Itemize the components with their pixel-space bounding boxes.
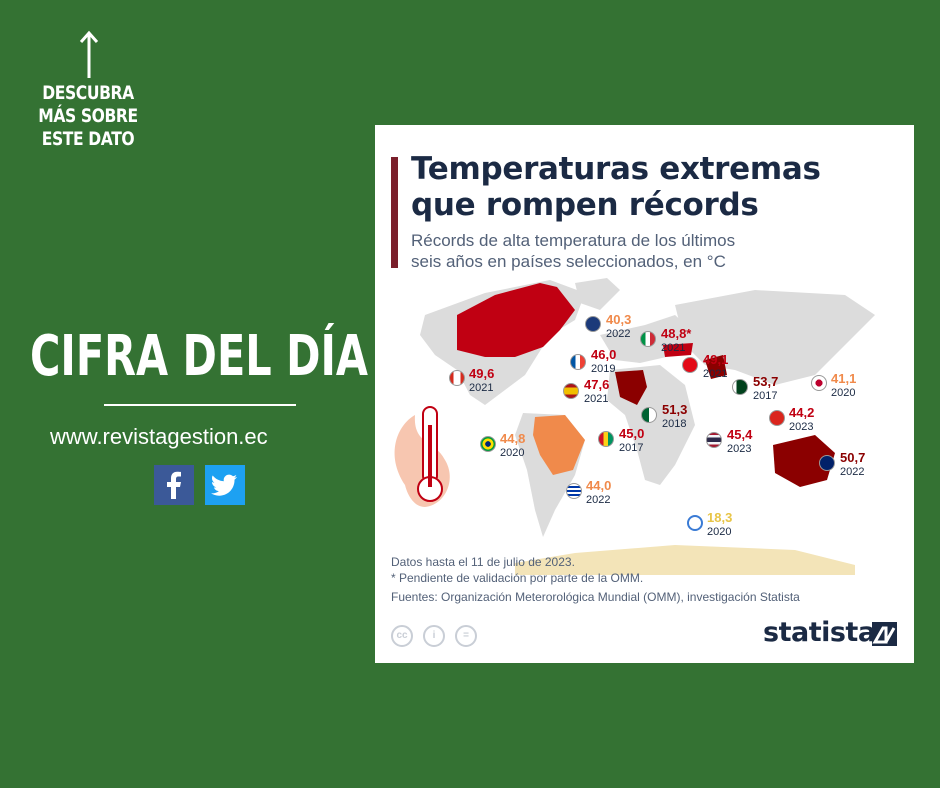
flag-australia-icon [819, 455, 835, 471]
pakistan-shape [705, 355, 727, 379]
label-france: 46,0 2019 [591, 348, 616, 376]
flag-brazil-icon [480, 436, 496, 452]
antarctica-shape [515, 545, 855, 575]
infographic-card: Temperaturas extremas que rompen récords… [375, 125, 914, 663]
year-antarctica: 2020 [707, 526, 732, 538]
flag-thailand-icon [706, 432, 722, 448]
headline: CIFRA DEL DÍA [30, 324, 368, 389]
divider [104, 404, 296, 406]
label-thailand: 45,4 2023 [727, 428, 752, 456]
value-pakistan: 53,7 [753, 374, 779, 389]
year-pakistan: 2017 [753, 390, 778, 402]
year-brazil: 2020 [500, 447, 525, 459]
discover-more-link[interactable]: DESCUBRA MÁS SOBRE ESTE DATO [38, 82, 138, 150]
subtitle-line-1: Récords de alta temperatura de los últim… [411, 231, 736, 250]
flag-vietnam-icon [769, 410, 785, 426]
year-thailand: 2023 [727, 443, 752, 455]
value-uk: 40,3 [606, 312, 632, 327]
flag-uk-icon [585, 316, 601, 332]
statista-logo-text[interactable]: statista [763, 617, 876, 648]
label-pakistan: 53,7 2017 [753, 375, 778, 403]
value-algeria: 51,3 [662, 402, 688, 417]
flag-antarctica-icon [687, 515, 703, 531]
thermometer-icon [394, 406, 450, 507]
world-map [394, 278, 875, 575]
label-uk: 40,3 2022 [606, 313, 631, 341]
chart-title: Temperaturas extremas que rompen récords [411, 151, 821, 223]
value-italy: 48,8* [661, 326, 692, 341]
label-japan: 41,1 2020 [831, 372, 856, 400]
value-antarctica: 18,3 [707, 510, 733, 525]
year-vietnam: 2023 [789, 421, 814, 433]
canada-shape [457, 283, 575, 357]
left-panel: DESCUBRA MÁS SOBRE ESTE DATO CIFRA DEL D… [0, 0, 368, 788]
label-spain: 47,6 2021 [584, 378, 609, 406]
value-japan: 41,1 [831, 371, 857, 386]
value-turkey: 49,1 [703, 352, 729, 367]
sources: Fuentes: Organización Meterorológica Mun… [391, 590, 800, 604]
greenland-shape [575, 278, 620, 310]
title-line-1: Temperaturas extremas [411, 151, 821, 187]
year-canada: 2021 [469, 382, 494, 394]
flag-turkey-icon [682, 357, 698, 373]
note-date: Datos hasta el 11 de julio de 2023. [391, 555, 575, 569]
flag-canada-icon [449, 370, 465, 386]
label-uruguay: 44,0 2022 [586, 479, 611, 507]
subtitle-line-2: seis años en países seleccionados, en °C [411, 252, 726, 271]
facebook-icon[interactable] [154, 465, 194, 505]
year-guinea: 2017 [619, 442, 644, 454]
by-icon[interactable]: i [423, 625, 445, 647]
flag-uruguay-icon [566, 483, 582, 499]
year-australia: 2022 [840, 466, 865, 478]
flag-algeria-icon [641, 407, 657, 423]
label-algeria: 51,3 2018 [662, 403, 687, 431]
chart-subtitle: Récords de alta temperatura de los últim… [411, 230, 735, 272]
flag-japan-icon [811, 375, 827, 391]
label-vietnam: 44,2 2023 [789, 406, 814, 434]
label-brazil: 44,8 2020 [500, 432, 525, 460]
value-spain: 47,6 [584, 377, 610, 392]
algeria-shape [615, 370, 647, 405]
note-pending: * Pendiente de validación por parte de l… [391, 571, 644, 585]
title-line-2: que rompen récords [411, 187, 759, 223]
year-italy: 2021 [661, 342, 686, 354]
flag-pakistan-icon [732, 379, 748, 395]
year-turkey: 2021 [703, 368, 728, 380]
year-algeria: 2018 [662, 418, 687, 430]
statista-logo-icon[interactable] [872, 622, 897, 646]
label-turkey: 49,1 2021 [703, 353, 728, 381]
australia-shape [773, 435, 835, 487]
flag-guinea-icon [598, 431, 614, 447]
flag-spain-icon [563, 383, 579, 399]
title-accent-bar [391, 157, 398, 268]
label-canada: 49,6 2021 [469, 367, 494, 395]
label-italy: 48,8* 2021 [661, 327, 691, 355]
value-france: 46,0 [591, 347, 617, 362]
value-brazil: 44,8 [500, 431, 526, 446]
value-guinea: 45,0 [619, 426, 645, 441]
flag-france-icon [570, 354, 586, 370]
label-guinea: 45,0 2017 [619, 427, 644, 455]
asia-shape [675, 290, 875, 385]
year-uk: 2022 [606, 328, 631, 340]
value-vietnam: 44,2 [789, 405, 815, 420]
year-spain: 2021 [584, 393, 609, 405]
year-japan: 2020 [831, 387, 856, 399]
value-australia: 50,7 [840, 450, 866, 465]
brazil-shape [533, 415, 585, 475]
label-australia: 50,7 2022 [840, 451, 865, 479]
value-thailand: 45,4 [727, 427, 753, 442]
nd-icon[interactable]: = [455, 625, 477, 647]
flag-italy-icon [640, 331, 656, 347]
year-uruguay: 2022 [586, 494, 611, 506]
value-uruguay: 44,0 [586, 478, 612, 493]
value-canada: 49,6 [469, 366, 495, 381]
turkey-shape [663, 343, 693, 357]
website-url[interactable]: www.revistagestion.ec [50, 424, 268, 449]
arrow-up-icon[interactable] [80, 30, 98, 78]
twitter-icon[interactable] [205, 465, 245, 505]
cc-icon[interactable]: cc [391, 625, 413, 647]
year-france: 2019 [591, 363, 616, 375]
label-antarctica: 18,3 2020 [707, 511, 732, 539]
